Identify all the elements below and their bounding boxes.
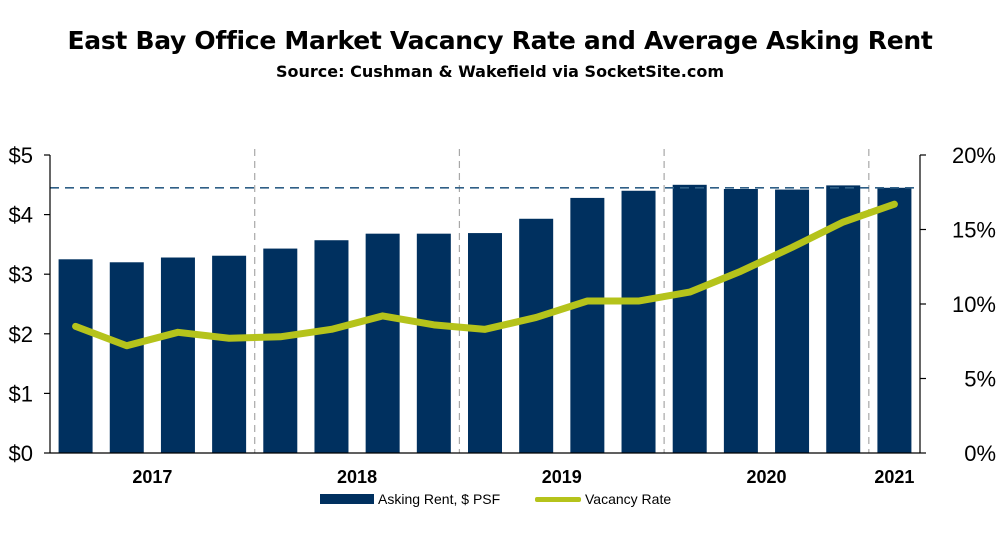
left-tick-label: $2 [9, 322, 33, 347]
legend-swatch-bar [320, 494, 374, 504]
year-dividers [254, 149, 870, 453]
legend: Asking Rent, $ PSF Vacancy Rate [0, 489, 1000, 509]
left-tick-label: $0 [9, 441, 33, 466]
rent-bar [570, 197, 605, 453]
rent-bar [723, 188, 758, 454]
rent-bar [468, 233, 502, 453]
rent-bar [519, 218, 554, 453]
rent-bar [212, 255, 247, 453]
rent-bar [160, 257, 195, 453]
legend-swatch-line [535, 496, 581, 502]
year-label: 2018 [337, 467, 377, 487]
left-tick-label: $4 [9, 203, 33, 228]
rent-bar [263, 248, 298, 453]
year-labels: 2017 2018 2019 2020 2021 [132, 467, 914, 487]
year-label: 2019 [542, 467, 582, 487]
rent-bar [775, 189, 810, 453]
left-axis-ticks: $0 $1 $2 $3 $4 $5 [9, 143, 50, 466]
rent-bar [314, 240, 349, 453]
rent-bar [877, 187, 912, 453]
right-tick-label: 0% [964, 441, 996, 466]
legend-item-rent: Asking Rent, $ PSF [320, 489, 500, 509]
year-label: 2017 [132, 467, 172, 487]
legend-item-vacancy: Vacancy Rate [535, 489, 671, 509]
rent-bar [58, 259, 93, 453]
chart-subtitle: Source: Cushman & Wakefield via SocketSi… [276, 62, 724, 81]
rent-bar [672, 184, 707, 454]
right-tick-label: 5% [964, 367, 996, 392]
right-tick-label: 15% [952, 218, 996, 243]
rent-bar [365, 233, 400, 453]
rent-bar [621, 190, 656, 453]
rent-bars [58, 184, 912, 454]
year-label: 2020 [746, 467, 786, 487]
left-tick-label: $3 [9, 262, 33, 287]
chart-title: East Bay Office Market Vacancy Rate and … [67, 26, 933, 55]
left-tick-label: $1 [9, 381, 33, 406]
rent-bar [109, 262, 144, 453]
year-label: 2021 [874, 467, 914, 487]
right-tick-label: 20% [952, 143, 996, 168]
legend-label-rent: Asking Rent, $ PSF [378, 491, 501, 507]
left-tick-label: $5 [9, 143, 33, 168]
vacancy-line [72, 200, 898, 350]
right-tick-label: 10% [952, 292, 996, 317]
rent-bar [416, 233, 451, 453]
legend-label-vacancy: Vacancy Rate [585, 491, 672, 507]
right-axis-ticks: 0% 5% 10% 15% 20% [920, 143, 996, 466]
